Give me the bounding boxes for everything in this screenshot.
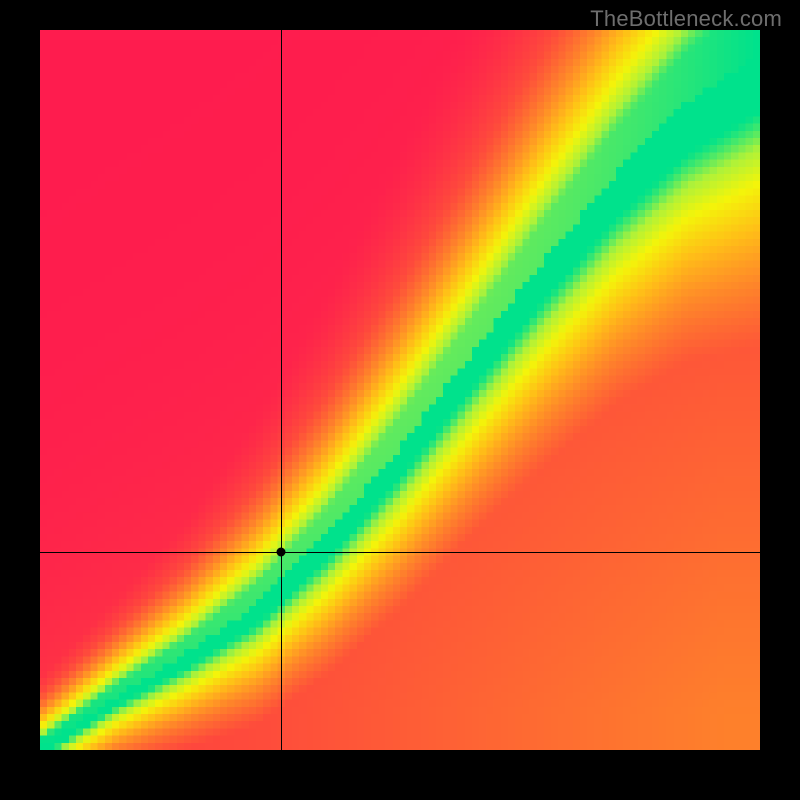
heatmap-plot <box>40 30 760 750</box>
watermark-text: TheBottleneck.com <box>590 6 782 32</box>
heatmap-canvas <box>40 30 760 750</box>
crosshair-horizontal <box>40 552 760 553</box>
crosshair-marker[interactable] <box>277 548 286 557</box>
crosshair-vertical <box>281 30 282 750</box>
